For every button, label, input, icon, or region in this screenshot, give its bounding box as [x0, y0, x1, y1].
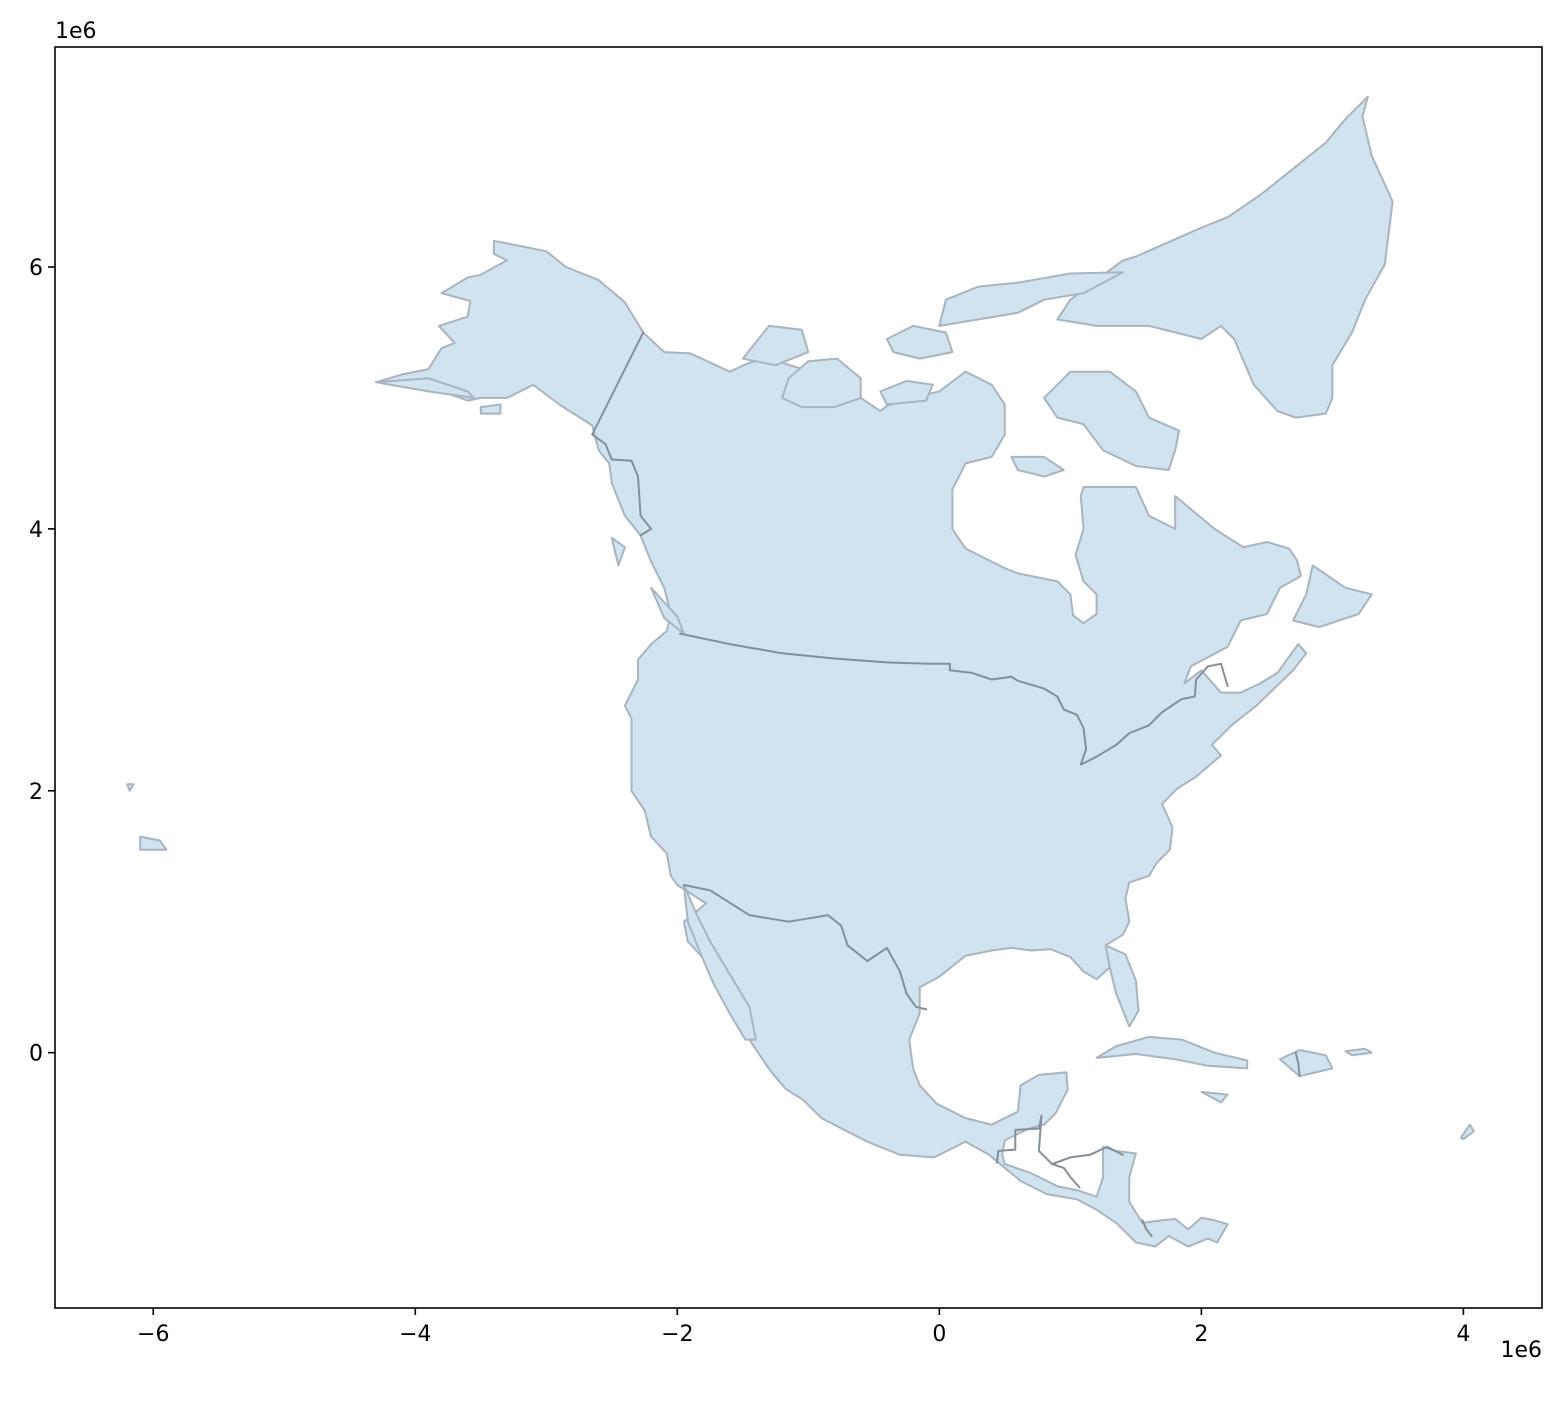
- land-florida: [1104, 944, 1140, 1028]
- land-aleutians: [375, 377, 476, 399]
- y-tick-label: 6: [29, 256, 43, 281]
- border-mexico-guatemala: [996, 1114, 1043, 1164]
- y-tick-label: 4: [29, 518, 43, 543]
- land-victoria-island: [781, 357, 862, 409]
- land-jamaica: [1200, 1090, 1229, 1104]
- land-southampton-island: [1010, 455, 1065, 478]
- land-puerto-rico-area: [1344, 1047, 1373, 1057]
- x-tick-label: 0: [932, 1322, 946, 1347]
- border-haiti-dr: [1294, 1051, 1301, 1078]
- land-hawaii: [139, 835, 168, 851]
- border-central-america-1: [1037, 1149, 1081, 1189]
- x-axis: −6 −4 −2 0 2 4: [137, 1308, 1470, 1347]
- land-baffin-island: [1043, 370, 1181, 471]
- border-us-mexico: [682, 884, 928, 1011]
- border-central-america-2: [1051, 1145, 1124, 1165]
- x-tick-label: −6: [137, 1322, 169, 1347]
- y-offset-label: 1e6: [55, 19, 97, 44]
- x-tick-label: −4: [399, 1322, 431, 1347]
- land-baja-california: [682, 884, 757, 1041]
- land-layer: [126, 95, 1475, 1248]
- border-canada-us: [678, 632, 1229, 766]
- land-haida-gwaii: [610, 537, 626, 567]
- border-alaska-canada: [591, 331, 653, 537]
- y-tick-label: 0: [29, 1042, 43, 1067]
- land-arctic-island-1: [885, 324, 954, 360]
- y-axis: 0 2 4 6: [29, 256, 55, 1067]
- land-ellesmere: [938, 271, 1124, 327]
- x-offset-label: 1e6: [1500, 1338, 1542, 1363]
- land-banks-island: [741, 324, 810, 367]
- land-lesser-antilles: [1459, 1123, 1475, 1141]
- plot-area: [126, 95, 1475, 1248]
- axes-frame: [54, 46, 1543, 1309]
- land-hawaii-2: [126, 783, 135, 792]
- land-greenland: [1056, 95, 1394, 419]
- land-cuba: [1095, 1035, 1249, 1070]
- border-central-america-3: [1141, 1219, 1153, 1237]
- land-newfoundland: [1292, 564, 1373, 629]
- x-tick-label: 4: [1456, 1322, 1470, 1347]
- x-tick-label: 2: [1194, 1322, 1208, 1347]
- land-kodiak: [479, 403, 502, 415]
- y-tick-label: 2: [29, 780, 43, 805]
- land-arctic-island-2: [879, 379, 934, 406]
- border-layer: [591, 331, 1301, 1237]
- land-hispaniola: [1279, 1049, 1334, 1078]
- x-tick-label: −2: [661, 1322, 693, 1347]
